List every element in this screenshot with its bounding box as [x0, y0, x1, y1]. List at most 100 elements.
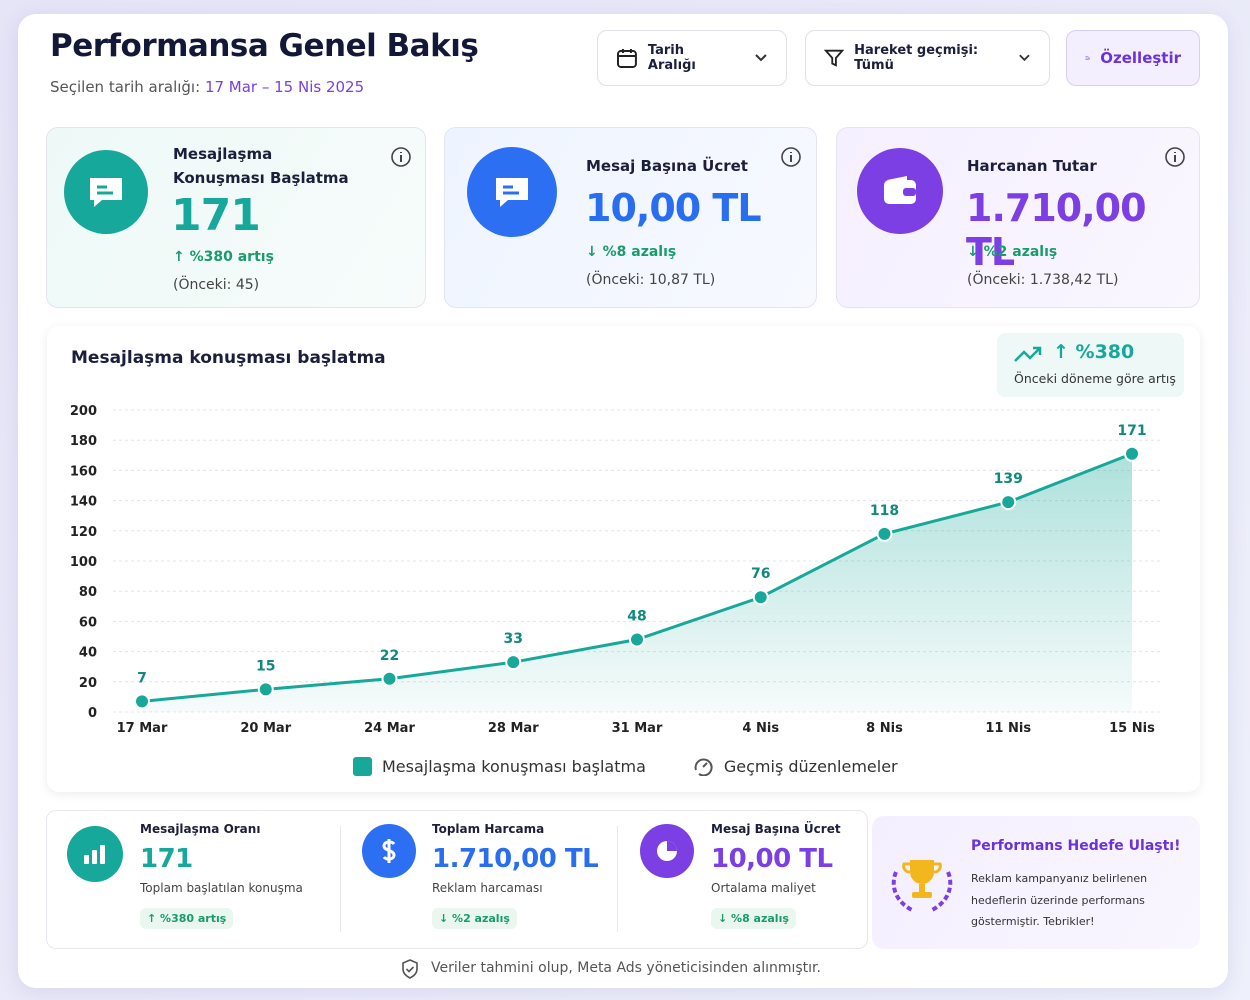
kpi-card: Mesaj Başına Ücret 10,00 TL ↓ %8 azalış … — [444, 127, 817, 308]
history-button[interactable]: Hareket geçmişi: Tümü — [805, 30, 1050, 86]
y-tick-label: 140 — [70, 495, 97, 510]
legend-label[interactable]: Mesajlaşma konuşması başlatma — [382, 756, 646, 776]
button-label: Hareket geçmişi: Tümü — [854, 43, 979, 73]
stat-caption: Toplam başlatılan konuşma — [140, 881, 303, 895]
bar-icon — [67, 826, 123, 882]
card-previous: (Önceki: 45) — [173, 277, 260, 293]
point — [629, 631, 645, 648]
card-title: Harcanan Tutar — [967, 157, 1097, 175]
badge-value: ↑ %380 — [1053, 341, 1135, 363]
x-tick-label: 17 Mar — [117, 721, 168, 736]
page-title: Performansa Genel Bakış — [50, 28, 479, 64]
line-chart: 0 20 40 60 80 100 120 140 160 180 200 17 Mar 20 Mar 2… — [70, 404, 1160, 736]
chart-panel: Mesajlaşma konuşması başlatma ↑ %380 Önc… — [47, 326, 1200, 792]
value-label: 15 — [256, 658, 275, 674]
shield-icon — [402, 959, 418, 979]
card-change: ↑ %380 artış — [173, 249, 274, 265]
chart-title: Mesajlaşma konuşması başlatma — [71, 348, 386, 368]
button-label: Tarih Aralığı — [647, 43, 696, 73]
y-tick-label: 20 — [79, 676, 97, 691]
x-tick-label: 24 Mar — [364, 721, 415, 736]
point — [1000, 494, 1017, 511]
y-tick-label: 100 — [70, 555, 97, 570]
point — [505, 654, 522, 671]
x-tick-label: 20 Mar — [240, 721, 291, 736]
stat-caption: Reklam harcaması — [432, 881, 543, 895]
pie-icon — [640, 824, 694, 878]
chevron — [755, 54, 767, 62]
y-tick-label: 180 — [70, 434, 97, 449]
y-tick-label: 60 — [79, 615, 97, 630]
y-tick-label: 160 — [70, 464, 97, 479]
point — [1124, 445, 1140, 462]
date-range: Seçilen tarih aralığı: 17 Mar – 15 Nis 2… — [50, 78, 364, 96]
history-icon — [694, 758, 713, 776]
x-tick-label: 11 Nis — [985, 721, 1031, 736]
value-label: 7 — [137, 670, 147, 686]
x-tick-label: 8 Nis — [866, 721, 903, 736]
card-value: 171 — [171, 190, 261, 241]
y-tick-label: 0 — [88, 706, 97, 721]
card-change: ↓ %8 azalış — [586, 244, 677, 260]
stat-value: 1.710,00 TL — [432, 844, 599, 874]
legend-swatch — [353, 756, 372, 776]
stat-title: Mesajlaşma Oranı — [140, 822, 261, 836]
point — [876, 525, 893, 542]
info-icon[interactable] — [390, 146, 412, 168]
card-change: ↓ %2 azalış — [967, 244, 1058, 260]
area — [142, 453, 1132, 712]
stat-title: Toplam Harcama — [432, 822, 545, 836]
stat-caption: Ortalama maliyet — [711, 881, 816, 895]
legend: Mesajlaşma konuşması başlatma Geçmiş düz… — [353, 756, 898, 776]
stat-change: ↓ %2 azalış — [432, 908, 517, 929]
info-icon[interactable] — [1164, 146, 1186, 168]
kpi-card: Mesajlaşma Konuşması Başlatma 171 ↑ %380… — [46, 127, 426, 308]
value-label: 118 — [870, 503, 899, 519]
goal-title: Performans Hedefe Ulaştı! — [971, 838, 1181, 854]
value-label: 33 — [504, 631, 523, 647]
date-button[interactable]: Tarih Aralığı — [597, 30, 787, 86]
card-previous: (Önceki: 10,87 TL) — [586, 272, 716, 288]
value-label: 22 — [380, 648, 399, 664]
point — [752, 589, 769, 606]
point — [134, 693, 150, 710]
value-label: 76 — [751, 566, 770, 582]
y-tick-label: 40 — [79, 646, 97, 661]
button-label: Özelleştir — [1100, 49, 1181, 67]
card-title: Mesajlaşma Konuşması Başlatma — [173, 145, 349, 187]
calendar-icon — [616, 49, 637, 68]
trophy-icon — [891, 860, 953, 912]
value-label: 139 — [994, 471, 1023, 487]
trend-icon — [1014, 346, 1042, 362]
divider — [617, 826, 618, 932]
kpi-card: Harcanan Tutar 1.710,00 TL ↓ %2 azalış (… — [836, 127, 1200, 308]
card-title: Mesaj Başına Ücret — [586, 157, 748, 175]
range-label: Seçilen tarih aralığı: — [50, 78, 201, 96]
y-tick-label: 120 — [70, 525, 97, 540]
chevron — [1019, 54, 1030, 62]
legend-label[interactable]: Geçmiş düzenlemeler — [723, 756, 898, 776]
point — [381, 670, 398, 687]
card-value: 10,00 TL — [585, 186, 762, 230]
stat-change: ↓ %8 azalış — [711, 908, 796, 929]
range-value: 17 Mar – 15 Nis 2025 — [204, 78, 365, 96]
customize-button[interactable]: Özelleştir — [1066, 30, 1200, 86]
goal-card: Performans Hedefe Ulaştı! Reklam kampany… — [872, 816, 1200, 949]
settings-icon — [1085, 56, 1090, 60]
footer-note: Veriler tahmini olup, Meta Ads yöneticis… — [431, 960, 821, 976]
divider — [340, 826, 341, 932]
info-icon[interactable] — [780, 146, 802, 168]
y-tick-label: 80 — [79, 585, 97, 600]
growth-badge: ↑ %380 Önceki döneme göre artış — [997, 333, 1184, 397]
point — [257, 681, 274, 698]
chat-icon — [467, 147, 557, 237]
badge-label: Önceki döneme göre artış — [1014, 371, 1176, 386]
stat-title: Mesaj Başına Ücret — [711, 822, 841, 836]
card-value: 1.710,00 TL — [966, 186, 1147, 274]
value-label: 48 — [627, 609, 646, 625]
x-tick-label: 28 Mar — [488, 721, 539, 736]
value-label: 171 — [1117, 423, 1146, 439]
chat-icon — [64, 150, 148, 234]
goal-text: Reklam kampanyanız belirlenen hedeflerin… — [971, 872, 1148, 928]
